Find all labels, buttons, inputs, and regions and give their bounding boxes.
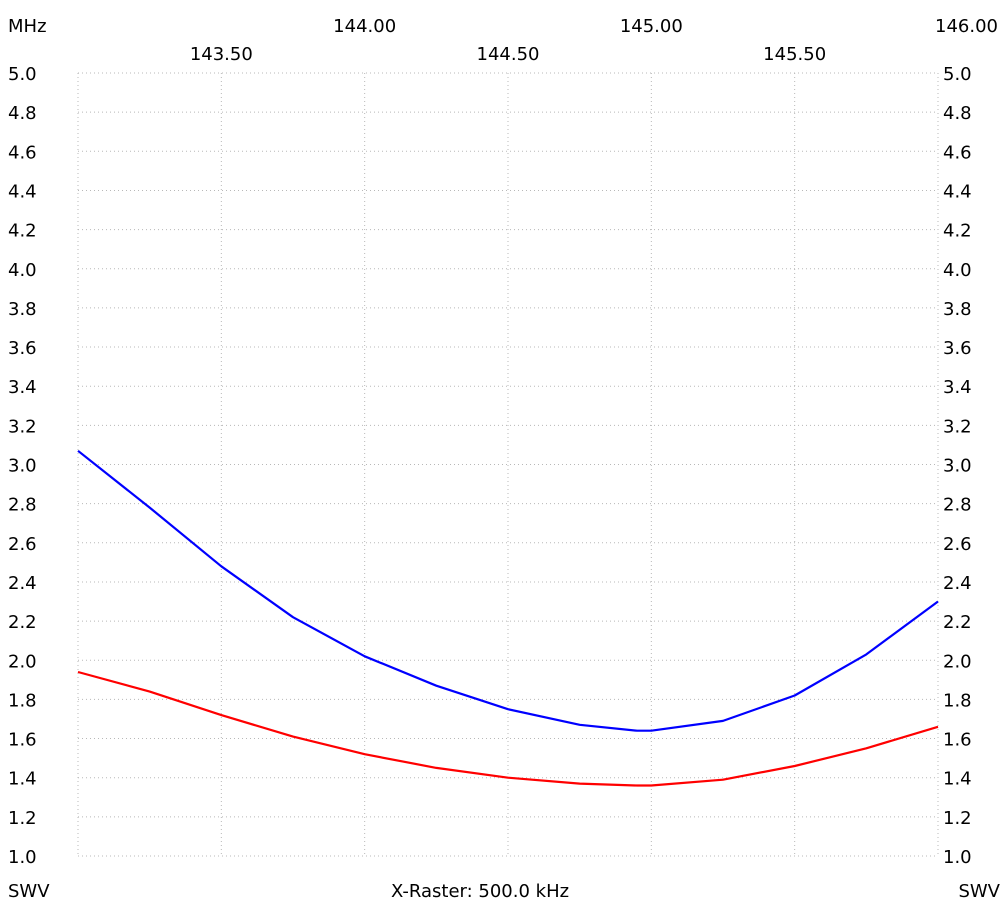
y-tick-label-left: 1.2	[8, 808, 37, 829]
y-tick-label-left: 2.0	[8, 651, 37, 672]
y-tick-label-left: 1.4	[8, 769, 37, 790]
y-tick-label-left: 4.0	[8, 260, 37, 281]
tick-labels: 1.0 1.0 1.2 1.2 1.4 1.4 1.6 1.6 1.8 1.8 2.0 2.0 2.2 2…	[8, 16, 998, 868]
y-tick-label-right: 4.0	[943, 260, 972, 281]
y-tick-label-right: 2.2	[943, 612, 972, 633]
y-tick-label-right: 1.2	[943, 808, 972, 829]
y-tick-label-left: 2.2	[8, 612, 37, 633]
y-tick-label-right: 5.0	[943, 64, 972, 85]
x-tick-label-second: 145.50	[763, 44, 826, 65]
y-tick-label-right: 3.4	[943, 377, 972, 398]
y-tick-label-right: 2.4	[943, 573, 972, 594]
y-tick-label-left: 1.0	[8, 847, 37, 868]
x-tick-label-top: 145.00	[620, 16, 683, 37]
grid	[77, 72, 939, 857]
y-tick-label-right: 2.8	[943, 495, 972, 516]
x-tick-label-top: 144.00	[333, 16, 396, 37]
y-label-left: SWV	[8, 881, 50, 902]
y-tick-label-right: 3.0	[943, 456, 972, 477]
y-tick-label-right: 1.6	[943, 730, 972, 751]
y-tick-label-right: 1.0	[943, 847, 972, 868]
y-label-right: SWV	[958, 881, 1000, 902]
y-tick-label-left: 3.4	[8, 377, 37, 398]
y-tick-label-left: 1.6	[8, 730, 37, 751]
y-tick-label-left: 4.2	[8, 221, 37, 242]
series-line-1	[77, 449, 939, 732]
y-tick-label-left: 4.6	[8, 142, 37, 163]
y-tick-label-right: 2.6	[943, 534, 972, 555]
y-tick-label-left: 3.6	[8, 338, 37, 359]
y-tick-label-right: 3.8	[943, 299, 972, 320]
y-tick-label-right: 1.8	[943, 690, 972, 711]
x-tick-label-second: 143.50	[190, 44, 253, 65]
y-tick-label-right: 3.6	[943, 338, 972, 359]
y-tick-label-left: 1.8	[8, 690, 37, 711]
y-tick-label-right: 4.6	[943, 142, 972, 163]
y-tick-label-right: 4.8	[943, 103, 972, 124]
y-tick-label-right: 1.4	[943, 769, 972, 790]
y-tick-label-left: 2.6	[8, 534, 37, 555]
y-tick-label-left: 3.2	[8, 416, 37, 437]
y-tick-label-left: 3.8	[8, 299, 37, 320]
x-tick-label-top: 146.00	[935, 16, 998, 37]
y-tick-label-right: 3.2	[943, 416, 972, 437]
x-unit-label: MHz	[8, 16, 47, 37]
y-tick-label-left: 5.0	[8, 64, 37, 85]
x-tick-label-second: 144.50	[477, 44, 540, 65]
series-line-2	[77, 670, 939, 787]
y-tick-label-left: 3.0	[8, 456, 37, 477]
x-raster-footer: X-Raster: 500.0 kHz	[391, 881, 569, 902]
y-tick-label-right: 4.4	[943, 181, 972, 202]
series-layer	[77, 449, 939, 787]
y-tick-label-left: 4.4	[8, 181, 37, 202]
y-tick-label-left: 2.4	[8, 573, 37, 594]
y-tick-label-right: 4.2	[943, 221, 972, 242]
y-tick-label-right: 2.0	[943, 651, 972, 672]
y-tick-label-left: 2.8	[8, 495, 37, 516]
y-tick-label-left: 4.8	[8, 103, 37, 124]
